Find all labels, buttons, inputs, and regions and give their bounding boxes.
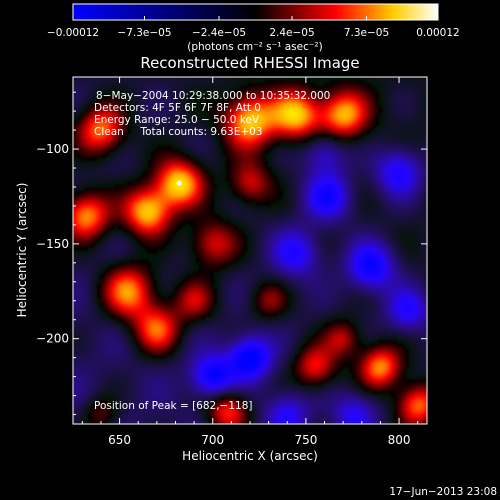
heatmap-image bbox=[73, 77, 427, 424]
x-tick-label: 700 bbox=[201, 433, 224, 447]
colorbar-strip bbox=[73, 4, 438, 20]
colorbar-tick-label: 0.00012 bbox=[416, 27, 459, 39]
x-axis-label: Heliocentric X (arcsec) bbox=[182, 449, 318, 463]
colorbar: −0.00012 −7.3e−05 −2.4e−05 2.4e−05 7.3e−05 0.… bbox=[47, 3, 460, 53]
colorbar-tick-label: 2.4e−05 bbox=[269, 27, 314, 39]
footer-timestamp: 17−Jun−2013 23:08 bbox=[389, 486, 497, 498]
x-axis: 650 700 750 800 bbox=[81, 77, 419, 447]
peak-marker bbox=[176, 180, 182, 186]
y-tick-label: −150 bbox=[36, 237, 69, 251]
peak-markers bbox=[176, 180, 182, 186]
colorbar-unit-label: (photons cm⁻² s⁻¹ asec⁻²) bbox=[187, 41, 322, 53]
annotation-energy-range: Energy Range: 25.0 − 50.0 keV bbox=[94, 114, 260, 126]
colorbar-tick-label: −0.00012 bbox=[47, 27, 99, 39]
y-axis: −100 −150 −200 bbox=[36, 91, 427, 416]
y-tick-label: −200 bbox=[36, 332, 69, 346]
chart-title: Reconstructed RHESSI Image bbox=[140, 54, 359, 72]
annotation-clean-counts: Clean Total counts: 9.63E+03 bbox=[94, 126, 263, 138]
annotation-block: 8−May−2004 10:29:38.000 to 10:35:32.000 … bbox=[94, 90, 330, 412]
x-tick-label: 650 bbox=[108, 433, 131, 447]
x-tick-label: 750 bbox=[294, 433, 317, 447]
colorbar-border bbox=[72, 3, 439, 21]
annotation-detectors: Detectors: 4F 5F 6F 7F 8F, Att 0 bbox=[94, 102, 261, 114]
colorbar-tick-label: −7.3e−05 bbox=[117, 27, 171, 39]
x-tick-label: 800 bbox=[388, 433, 411, 447]
colorbar-tick-label: −2.4e−05 bbox=[192, 27, 246, 39]
colorbar-tick-label: 7.3e−05 bbox=[344, 27, 389, 39]
colorbar-ticks: −0.00012 −7.3e−05 −2.4e−05 2.4e−05 7.3e−05 0.… bbox=[47, 16, 460, 39]
annotation-time-range: 8−May−2004 10:29:38.000 to 10:35:32.000 bbox=[96, 90, 330, 102]
peak-position-label: Position of Peak = [682,−118] bbox=[94, 400, 253, 412]
y-axis-label: Heliocentric Y (arcsec) bbox=[15, 183, 29, 318]
plot-area: 650 700 750 800 −100 −150 −200 bbox=[36, 76, 428, 447]
y-tick-label: −100 bbox=[36, 142, 69, 156]
